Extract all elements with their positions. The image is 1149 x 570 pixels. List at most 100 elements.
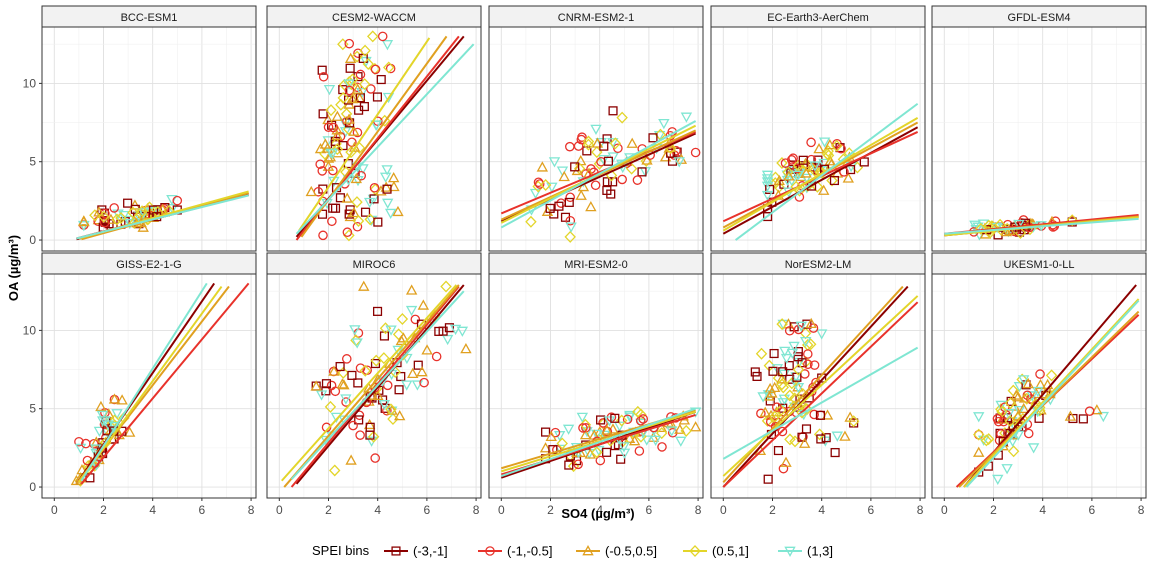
data-point xyxy=(776,378,788,391)
data-point xyxy=(1017,402,1030,414)
data-point xyxy=(355,93,365,103)
data-point xyxy=(675,436,687,447)
fit-line-1-0-5 xyxy=(722,301,919,488)
fit-line-1-3 xyxy=(500,407,696,478)
data-point xyxy=(355,69,366,80)
data-point xyxy=(602,447,612,457)
data-point xyxy=(818,137,831,148)
data-point xyxy=(761,190,774,202)
data-point xyxy=(601,424,613,435)
data-point xyxy=(579,429,592,440)
data-point xyxy=(392,345,404,357)
data-point xyxy=(310,380,322,391)
data-point xyxy=(324,400,337,413)
data-point xyxy=(377,31,388,42)
data-point xyxy=(980,434,993,447)
data-point xyxy=(344,38,355,49)
data-point xyxy=(541,205,554,216)
data-point xyxy=(118,210,130,222)
data-point xyxy=(116,394,128,405)
data-point xyxy=(752,371,762,381)
data-point xyxy=(616,111,628,124)
x-tick-label: 4 xyxy=(818,503,825,517)
data-point xyxy=(111,409,123,420)
data-point xyxy=(1013,405,1026,417)
x-tick-label: 8 xyxy=(917,503,924,517)
data-point xyxy=(90,436,103,447)
data-point xyxy=(780,158,791,168)
data-point xyxy=(655,421,668,433)
data-point xyxy=(821,433,831,443)
data-point xyxy=(345,63,355,73)
x-tick-label: 2 xyxy=(547,503,554,517)
x-tick-label: 2 xyxy=(325,503,332,517)
data-point xyxy=(363,197,376,209)
data-point xyxy=(337,366,349,379)
data-point xyxy=(76,464,88,475)
data-point xyxy=(343,113,355,124)
data-point xyxy=(1064,410,1077,421)
data-point xyxy=(344,85,355,96)
data-point xyxy=(995,403,1007,416)
data-point xyxy=(539,178,552,191)
data-point xyxy=(689,421,702,432)
data-point xyxy=(632,405,644,418)
data-point xyxy=(795,321,807,332)
data-point xyxy=(784,433,796,446)
data-point xyxy=(1007,445,1020,458)
data-point xyxy=(813,428,826,441)
panel-gfdl-esm4: GFDL-ESM4 xyxy=(931,5,1147,252)
data-point xyxy=(610,413,620,423)
data-point xyxy=(365,430,375,440)
data-point xyxy=(348,141,361,152)
data-point xyxy=(973,412,985,423)
data-point xyxy=(99,217,110,228)
x-tick-label: 0 xyxy=(276,503,283,517)
data-point xyxy=(548,157,561,168)
data-point xyxy=(100,208,110,219)
data-point xyxy=(773,445,783,456)
data-point xyxy=(89,209,101,222)
data-point xyxy=(343,79,355,90)
panel-background xyxy=(711,27,925,251)
data-point xyxy=(666,426,678,437)
data-point xyxy=(419,377,429,388)
data-point xyxy=(829,175,840,186)
data-point xyxy=(590,180,601,191)
data-point xyxy=(1066,214,1078,227)
data-point xyxy=(328,464,341,477)
panel-border xyxy=(266,26,482,252)
data-point xyxy=(340,394,352,405)
data-point xyxy=(74,436,84,447)
data-point xyxy=(397,332,410,343)
data-point xyxy=(360,207,371,217)
data-point xyxy=(1035,369,1045,379)
data-point xyxy=(632,175,643,185)
data-point xyxy=(325,104,337,117)
data-point xyxy=(815,329,828,340)
x-tick-label: 4 xyxy=(374,503,381,517)
data-point xyxy=(597,154,610,166)
data-point xyxy=(536,161,549,172)
data-point xyxy=(336,378,349,389)
data-point xyxy=(771,364,784,375)
data-point xyxy=(1022,377,1034,389)
data-point xyxy=(362,58,374,71)
data-point xyxy=(769,410,781,423)
data-point xyxy=(370,358,381,369)
data-point xyxy=(342,123,355,136)
legend-label: (-1,-0.5] xyxy=(507,544,553,559)
data-point xyxy=(790,180,802,193)
data-point xyxy=(353,378,363,388)
gridlines xyxy=(42,27,256,251)
data-point xyxy=(381,165,393,176)
data-point xyxy=(565,192,575,203)
x-axis-title: SO4 (µg/m³) xyxy=(561,506,634,521)
data-point xyxy=(792,170,804,182)
data-point xyxy=(348,420,358,431)
data-point xyxy=(417,299,430,310)
data-point xyxy=(328,122,339,133)
data-point xyxy=(381,198,394,209)
data-point xyxy=(136,205,148,218)
